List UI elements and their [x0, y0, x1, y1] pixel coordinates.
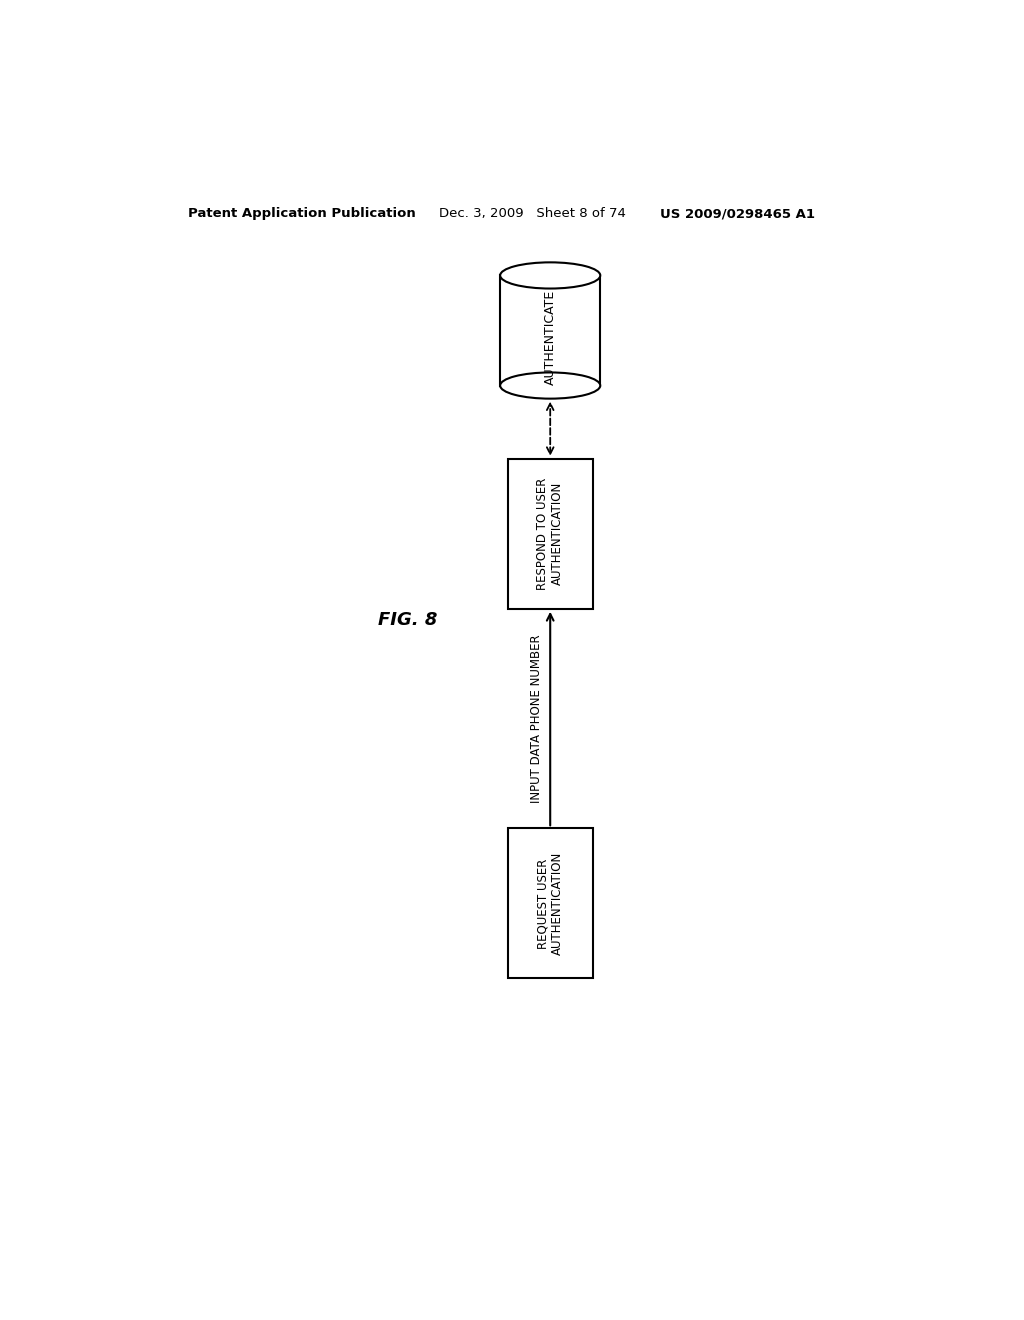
Text: Dec. 3, 2009   Sheet 8 of 74: Dec. 3, 2009 Sheet 8 of 74	[438, 207, 626, 220]
Ellipse shape	[500, 372, 600, 399]
Text: RESPOND TO USER
AUTHENTICATION: RESPOND TO USER AUTHENTICATION	[537, 478, 564, 590]
Polygon shape	[500, 276, 600, 385]
Text: Patent Application Publication: Patent Application Publication	[188, 207, 416, 220]
Text: FIG. 8: FIG. 8	[378, 611, 437, 630]
Text: INPUT DATA PHONE NUMBER: INPUT DATA PHONE NUMBER	[529, 635, 543, 803]
Polygon shape	[508, 829, 593, 978]
Text: AUTHENTICATE: AUTHENTICATE	[544, 289, 557, 384]
Text: US 2009/0298465 A1: US 2009/0298465 A1	[660, 207, 815, 220]
Ellipse shape	[500, 263, 600, 289]
Polygon shape	[508, 459, 593, 609]
Text: REQUEST USER
AUTHENTICATION: REQUEST USER AUTHENTICATION	[537, 851, 564, 954]
